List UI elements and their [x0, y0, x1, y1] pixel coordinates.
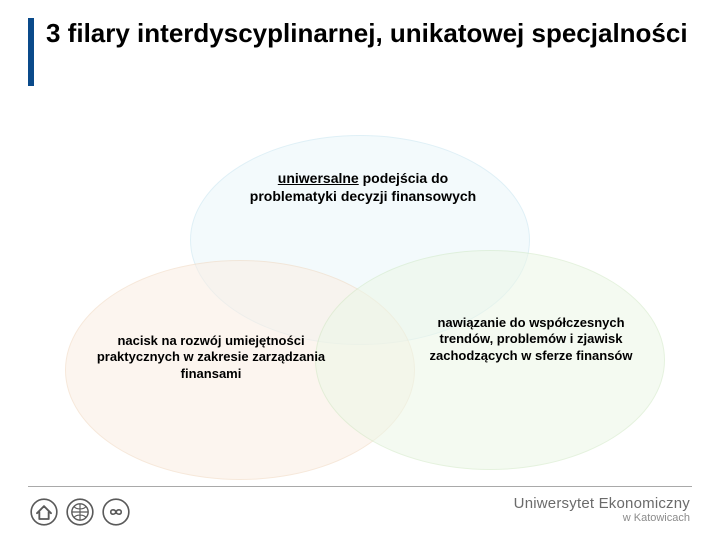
brand-sub: w Katowicach — [514, 512, 690, 524]
venn-label-right: nawiązanie do współczesnych trendów, pro… — [416, 315, 646, 364]
footer: Uniwersytet Ekonomiczny w Katowicach — [0, 480, 720, 540]
infinity-icon — [102, 498, 130, 526]
brand-main: Uniwersytet Ekonomiczny — [514, 495, 690, 512]
venn-label-top-underline: uniwersalne — [278, 170, 359, 186]
venn-label-right-plain1: nawiązanie do — [437, 315, 529, 330]
slide: 3 filary interdyscyplinarnej, unikatowej… — [0, 0, 720, 540]
venn-label-left-plain2: w zakresie zarządzania finansami — [180, 349, 325, 380]
venn-diagram: uniwersalne podejścia do problematyki de… — [0, 0, 720, 540]
venn-label-top: uniwersalne podejścia do problematyki de… — [248, 170, 478, 205]
venn-label-left: nacisk na rozwój umiejętności praktyczny… — [96, 333, 326, 382]
footer-brand: Uniwersytet Ekonomiczny w Katowicach — [514, 495, 690, 524]
home-icon — [30, 498, 58, 526]
globe-icon — [66, 498, 94, 526]
venn-label-left-plain1: nacisk na rozwój — [117, 333, 225, 348]
